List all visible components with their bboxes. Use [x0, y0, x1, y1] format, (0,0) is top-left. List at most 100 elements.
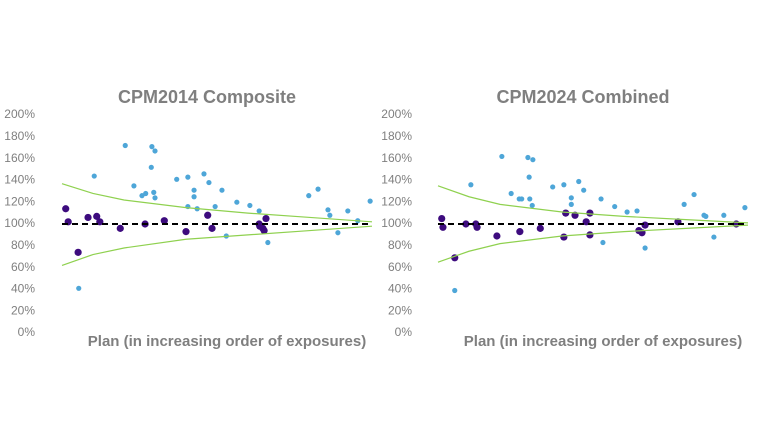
data-point — [641, 221, 649, 229]
data-point — [315, 186, 321, 192]
data-point — [74, 248, 82, 256]
bound-line — [61, 225, 373, 266]
data-point — [560, 233, 568, 241]
y-tick-label: 200% — [381, 107, 412, 121]
data-point — [84, 213, 92, 222]
data-point — [508, 190, 514, 197]
bound-line — [61, 183, 373, 223]
data-point — [691, 191, 697, 198]
y-tick-label: 120% — [4, 194, 35, 208]
data-point — [143, 190, 149, 197]
data-point — [499, 153, 505, 160]
data-point — [152, 148, 158, 154]
y-tick-label: 160% — [4, 151, 35, 165]
data-point — [527, 196, 533, 202]
data-point — [624, 209, 630, 215]
data-point — [76, 285, 82, 291]
data-point — [452, 287, 458, 294]
y-tick-label: 0% — [18, 325, 36, 339]
y-tick-label: 20% — [388, 303, 412, 317]
y-tick-label: 180% — [4, 129, 35, 143]
data-point — [681, 201, 687, 207]
y-tick-label: 60% — [11, 260, 35, 274]
y-tick-label: 80% — [388, 238, 412, 252]
data-point — [131, 183, 137, 189]
data-point — [561, 182, 567, 188]
data-point — [711, 234, 717, 240]
data-point — [742, 205, 748, 211]
data-point — [439, 223, 447, 231]
y-tick-label: 60% — [388, 260, 412, 274]
data-point — [148, 164, 154, 170]
data-point — [204, 211, 212, 219]
bound-line — [437, 185, 749, 224]
data-point — [438, 214, 446, 223]
y-tick-label: 100% — [4, 216, 35, 230]
y-tick-label: 180% — [381, 129, 412, 143]
data-point — [62, 205, 70, 213]
data-point — [576, 178, 582, 185]
data-point — [581, 187, 587, 193]
data-point — [122, 142, 128, 149]
data-point — [582, 218, 590, 226]
data-point — [468, 182, 474, 188]
data-point — [598, 196, 604, 202]
data-point — [525, 154, 531, 161]
y-tick-label: 200% — [4, 107, 35, 121]
y-tick-label: 160% — [381, 151, 412, 165]
y-tick-label: 40% — [11, 282, 35, 296]
data-point — [536, 224, 544, 232]
data-point — [562, 209, 570, 217]
data-point — [96, 218, 104, 226]
data-point — [345, 208, 351, 214]
chart-title: CPM2024 Combined — [496, 87, 669, 107]
y-tick-label: 100% — [381, 216, 412, 230]
data-point — [201, 171, 207, 177]
data-point — [262, 214, 270, 223]
y-tick-label: 40% — [388, 282, 412, 296]
data-point — [306, 193, 312, 199]
data-point — [91, 173, 97, 179]
data-point — [642, 245, 648, 251]
data-point — [462, 220, 470, 228]
data-point — [516, 228, 524, 236]
data-point — [529, 202, 535, 209]
data-point — [116, 224, 124, 232]
data-point — [519, 196, 525, 202]
x-axis-label: Plan (in increasing order of exposures) — [88, 333, 366, 350]
data-point — [526, 174, 532, 180]
data-point — [473, 223, 481, 231]
data-point — [325, 207, 331, 213]
y-tick-label: 20% — [11, 303, 35, 317]
data-point — [234, 199, 240, 205]
data-point — [260, 226, 268, 235]
data-point — [93, 212, 101, 220]
data-point — [634, 208, 640, 214]
data-point — [586, 231, 594, 239]
data-point — [265, 239, 271, 246]
chart-title: CPM2014 Composite — [118, 87, 296, 107]
data-point — [206, 179, 212, 186]
bound-line — [437, 224, 749, 263]
data-point — [703, 213, 709, 219]
data-point — [247, 202, 253, 209]
data-point — [208, 224, 216, 232]
data-point — [149, 144, 155, 150]
data-point — [568, 195, 574, 201]
y-tick-label: 120% — [381, 194, 412, 208]
data-point — [530, 157, 536, 163]
data-point — [327, 212, 333, 218]
data-point — [174, 176, 180, 182]
data-point — [191, 187, 197, 193]
data-point — [367, 198, 373, 204]
data-point — [212, 203, 218, 210]
data-point — [586, 209, 594, 217]
data-point — [152, 195, 158, 201]
x-axis-label: Plan (in increasing order of exposures) — [464, 333, 742, 350]
data-point — [256, 208, 262, 214]
data-point — [721, 212, 727, 218]
y-tick-label: 0% — [395, 325, 413, 339]
data-point — [612, 203, 618, 210]
y-tick-label: 140% — [4, 173, 35, 187]
